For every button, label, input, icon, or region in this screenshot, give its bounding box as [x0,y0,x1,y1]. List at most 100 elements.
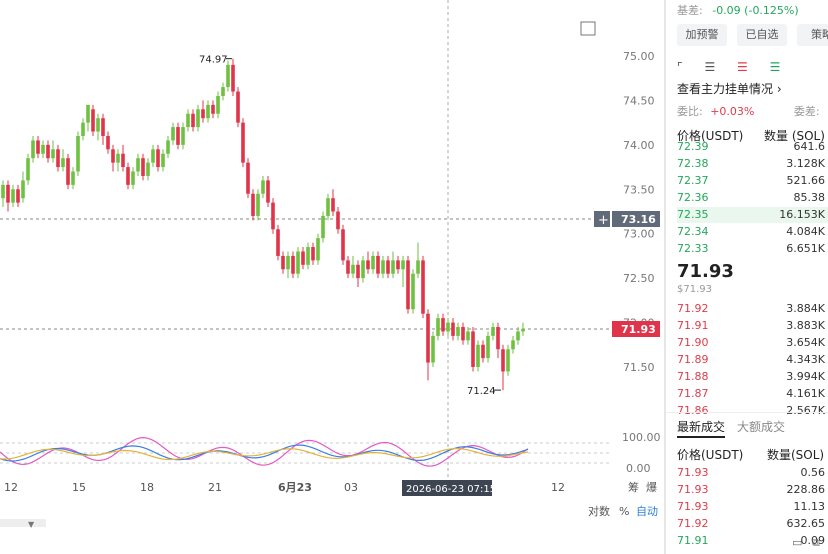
favorited-button[interactable]: 已自选 [737,24,787,46]
candle-up [411,273,415,310]
price-cell: 71.88 [677,370,709,383]
tab-large-trades[interactable]: 大额成交 [737,420,786,434]
candle-down [426,313,430,363]
ask-row[interactable]: 72.34 4.084K [677,224,828,240]
ask-row[interactable]: 72.33 6.651K [677,241,828,257]
panel-divider [664,0,666,554]
price-axis-label: 74.00 [623,139,655,152]
trade-price: 71.93 [677,466,709,479]
price-cell: 72.34 [677,225,709,238]
price-cell: 72.39 [677,140,709,153]
qty-cell: 3.128K [786,157,825,170]
bid-row[interactable]: 71.86 2.567K [677,403,828,419]
candle-up [31,140,35,159]
candle-up [456,327,460,336]
candle-up [41,144,45,154]
candle-down [251,193,255,216]
candle-up [256,193,260,216]
candlestick-svg[interactable]: 75.0074.5074.0073.5073.0072.5072.0071.50… [0,0,664,554]
tab-underline [677,436,725,438]
commission-diff-label: 委差: [793,105,820,118]
expand-icon[interactable]: ⌜ [677,60,683,74]
price-cell: 72.37 [677,174,709,187]
percent-scale-toggle: % [619,505,629,518]
price-cell: 71.89 [677,353,709,366]
candle-down [331,198,335,212]
candle-up [206,104,210,119]
candle-up [186,113,190,128]
candle-up [76,135,80,172]
ask-row[interactable]: 72.35 16.153K [677,207,828,223]
candle-down [366,260,370,270]
candle-down [271,202,275,230]
price-chart[interactable]: 75.0074.5074.0073.5073.0072.5072.0071.50… [0,0,664,554]
candle-down [376,255,380,274]
candle-down [241,122,245,163]
book-bids-icon[interactable]: ☰ [769,60,781,74]
time-axis-label: 6月23 [278,481,312,494]
trade-row: 71.93 228.86 [677,482,828,498]
candle-up [181,127,185,145]
bid-row[interactable]: 71.87 4.161K [677,386,828,402]
book-qty-header[interactable]: 数量 (SOL) [764,129,825,143]
candle-down [406,260,410,310]
book-asks-icon[interactable]: ☰ [737,60,748,74]
crosshair-add-button [594,211,610,227]
trade-qty: 0.56 [800,466,826,479]
basis-value: -0.09 (-0.125%) [712,4,799,17]
candle-down [291,255,295,274]
order-view-link[interactable]: 查看主力挂单情况 › [677,80,782,97]
qty-cell: 85.38 [793,191,826,204]
candle-down [176,127,180,145]
ask-row[interactable]: 72.38 3.128K [677,156,828,172]
bid-row[interactable]: 71.88 3.994K [677,369,828,385]
candle-up [51,149,55,159]
candle-down [451,322,455,336]
ask-row[interactable]: 72.39 641.6 [677,139,828,155]
bid-row[interactable]: 71.89 4.343K [677,352,828,368]
candle-down [386,260,390,274]
price-axis-label: 71.50 [623,361,655,374]
ask-row[interactable]: 72.37 521.66 [677,173,828,189]
ask-row[interactable]: 72.36 85.38 [677,190,828,206]
order-view-text: 查看主力挂单情况 [677,82,774,96]
minimize-icon[interactable]: ▭ [792,536,803,549]
ref-price-tag [612,211,660,227]
trade-price: 71.93 [677,500,709,513]
cursor-time-tag [402,480,492,496]
qty-cell: 6.651K [786,242,825,255]
tab-latest-trades[interactable]: 最新成交 [677,420,726,434]
candle-up [486,335,490,359]
strategy-button[interactable]: 策略 [797,24,828,46]
candle-up [286,255,290,270]
candle-up [391,260,395,274]
popout-icon[interactable]: ⧉ [811,536,820,549]
trade-qty-header[interactable]: 数量(SOL) [767,448,825,462]
candle-down [111,149,115,163]
candle-down [471,331,475,367]
candle-up [506,349,510,372]
bid-row[interactable]: 71.91 3.883K [677,318,828,334]
candle-down [311,247,315,261]
time-axis-label: 12 [4,481,18,494]
low-price-label: 71.24 [467,386,496,397]
trade-qty: 228.86 [786,483,826,496]
candle-up [326,198,330,216]
commission-ratio-value: +0.03% [710,105,755,118]
candle-up [436,318,440,336]
book-both-icon[interactable]: ☰ [704,60,716,74]
candle-up [261,180,265,194]
candle-up [401,260,405,270]
trade-header: 价格(USDT) 数量(SOL) [677,446,828,463]
last-price-usd: $71.93 [677,284,712,295]
candle-down [236,91,240,123]
candle-down [266,180,270,203]
candle-up [216,95,220,114]
bid-row[interactable]: 71.92 3.884K [677,301,828,317]
fullscreen-icon [580,21,596,36]
add-alert-button[interactable]: 加预警 [677,24,727,46]
liquidation-label: 爆 [646,480,657,494]
bid-row[interactable]: 71.90 3.654K [677,335,828,351]
caret-down-icon: ▼ [28,520,35,529]
trade-row: 71.92 632.65 [677,516,828,532]
